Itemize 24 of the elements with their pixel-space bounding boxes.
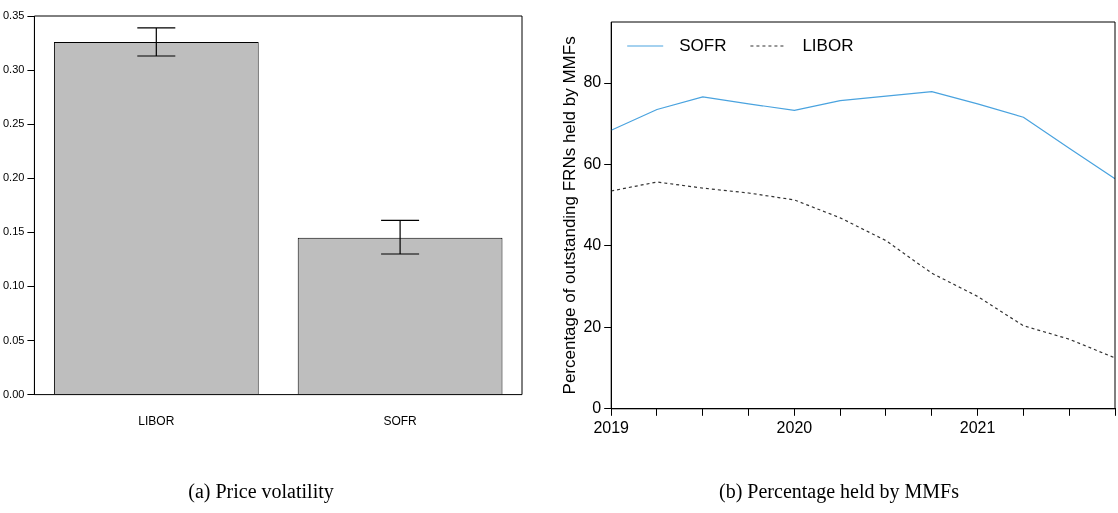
y-tick-label: 0.05 xyxy=(2,333,25,346)
x-tick-label: SOFR xyxy=(383,414,418,429)
text: (a) Price volatility xyxy=(188,480,334,504)
x-tick-label: 2020 xyxy=(776,418,813,436)
x-tick-label: LIBOR xyxy=(138,414,175,429)
y-tick-label: 0.00 xyxy=(2,387,25,400)
y-tick-label: 40 xyxy=(583,236,602,254)
y-tick-label: 0.10 xyxy=(2,279,25,292)
legend-label: LIBOR xyxy=(802,35,854,55)
x-tick-label: 2019 xyxy=(593,418,630,436)
y-tick-label: 20 xyxy=(583,317,602,335)
y-tick-label: 0.20 xyxy=(2,171,25,184)
y-tick-label: 0.25 xyxy=(2,117,25,130)
y-tick-label: 0.15 xyxy=(2,225,25,238)
y-tick-label: 0.35 xyxy=(2,9,25,22)
legend-label: SOFR xyxy=(679,35,727,55)
y-tick-label: 60 xyxy=(583,154,602,172)
y-axis-title: Percentage of outstanding FRNs held by MMFs xyxy=(559,36,579,395)
line-series xyxy=(611,181,1115,359)
y-tick-label: 0 xyxy=(592,399,602,417)
text: (b) Percentage held by MMFs xyxy=(719,480,960,504)
x-tick-label: 2021 xyxy=(959,418,996,436)
y-tick-label: 80 xyxy=(583,73,602,91)
y-tick-label: 0.30 xyxy=(2,63,25,76)
